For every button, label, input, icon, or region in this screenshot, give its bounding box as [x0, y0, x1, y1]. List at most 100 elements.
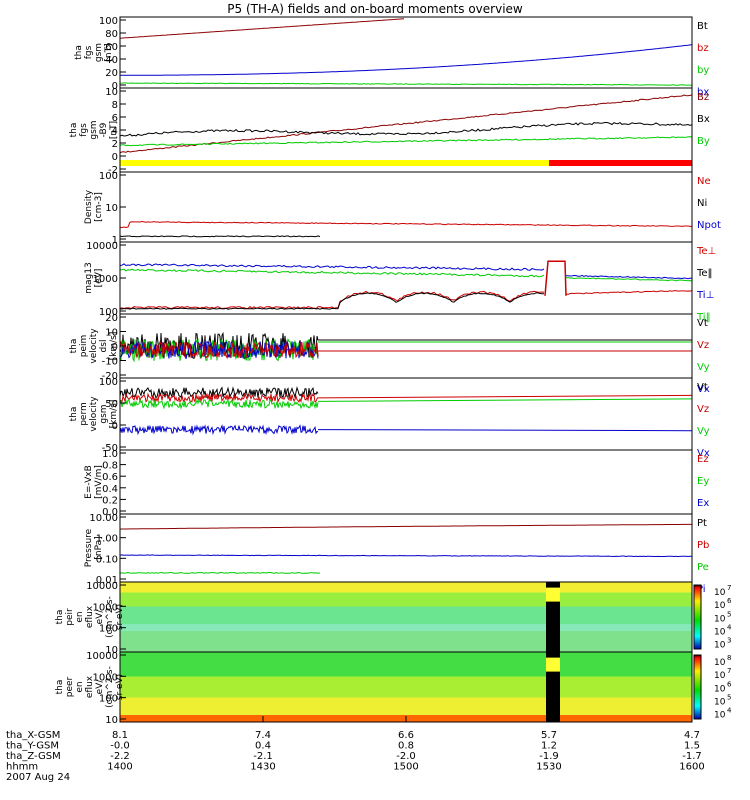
y-axis-label: velocity: [89, 396, 99, 432]
spectro-gap-band: [546, 657, 560, 672]
colorbar-exponent: 8: [727, 654, 731, 662]
y-tick-label: 0.2: [102, 495, 118, 506]
panel-frame: [119, 449, 693, 515]
y-axis-label: mag13: [84, 262, 94, 293]
y-axis-label: -B9: [99, 122, 109, 137]
x-tick-label: 1.5: [684, 741, 700, 752]
legend-entry: by: [697, 65, 709, 76]
legend-entry: Ti‖: [696, 312, 711, 323]
colorbar-exponent: 4: [727, 707, 732, 715]
y-tick-label: 4: [112, 126, 118, 137]
y-tick-label: 100: [99, 307, 118, 318]
y-tick-label: 1000: [93, 274, 118, 285]
spectro-band: [120, 582, 692, 593]
spectro-gap-band: [546, 587, 560, 602]
colorbar-base: 10: [714, 684, 726, 694]
ion-spectrogram: [120, 582, 692, 652]
x-tick-label: -1.7: [682, 751, 702, 762]
y-tick-label: 10: [105, 203, 118, 214]
legend-entry: bx: [697, 87, 709, 98]
y-tick-label: 60: [105, 42, 118, 53]
spectro-band: [120, 697, 692, 715]
y-tick-label: 0.10: [96, 554, 118, 565]
y-axis-label: gsm: [94, 43, 104, 62]
y-tick-label: 10: [105, 87, 118, 98]
y-axis-label: [km/s]: [109, 332, 119, 361]
x-row-label: tha_Z-GSM: [6, 751, 61, 762]
colorbar-exponent: 6: [727, 597, 732, 605]
electron-spectrogram: [120, 652, 692, 722]
y-tick-label: 0: [112, 421, 118, 432]
colorbar-exponent: 3: [727, 637, 731, 645]
colorbar-exponent: 6: [727, 680, 732, 688]
x-tick-label: 1430: [250, 762, 275, 773]
x-tick-label: 1500: [393, 762, 418, 773]
legend-entry: Vt: [697, 382, 708, 393]
y-axis-label: peim: [79, 335, 89, 358]
y-tick-label: 0: [112, 152, 118, 163]
y-axis-label: fgs: [79, 123, 89, 137]
ni-series: [119, 235, 321, 238]
y-tick-label: 40: [105, 55, 118, 66]
x-row-label: tha_X-GSM: [6, 730, 60, 741]
x-row-label: tha_Y-GSM: [6, 741, 59, 752]
y-tick-label: 100: [99, 171, 118, 182]
colorbar-exponent: 4: [727, 624, 732, 632]
y-axis-label: tha: [69, 339, 79, 354]
y-tick-label: 80: [105, 29, 118, 40]
colorbar-base: 10: [714, 641, 726, 651]
y-tick-label: 10000: [86, 581, 118, 592]
pi-series: [119, 554, 692, 558]
panel-frame: [119, 87, 693, 173]
y-tick-label: 100: [99, 694, 118, 705]
x-tick-label: -2.0: [396, 751, 416, 762]
x-tick-label: 7.4: [255, 730, 271, 741]
y-axis-label: perm: [79, 402, 89, 426]
legend-entry: Vt: [697, 318, 708, 329]
vz-series: [119, 340, 319, 360]
y-tick-label: 0.01: [96, 575, 118, 586]
y-axis-label: tha: [74, 45, 84, 60]
x-tick-label: -2.1: [253, 751, 273, 762]
legend-entry: Vy: [697, 426, 710, 437]
y-tick-label: -2: [108, 165, 118, 176]
legend-entry: Ez: [697, 454, 709, 465]
y-tick-label: 8: [112, 100, 118, 111]
y-axis-label: peir: [65, 608, 75, 626]
x-row-label: hhmm: [6, 762, 38, 773]
colorbar-base: 10: [714, 601, 726, 611]
panel-frame: [119, 16, 693, 89]
bz-series: [119, 94, 693, 154]
y-axis-label: (cm^2-s-: [105, 596, 115, 638]
y-axis-label: velocity: [89, 328, 99, 364]
y-tick-label: 10: [105, 645, 118, 656]
tiperp-series: [119, 263, 545, 271]
legend-entry: Ne: [697, 176, 711, 187]
y-tick-label: 100: [99, 16, 118, 27]
y-tick-label: 10000: [86, 241, 118, 252]
colorbar-base: 10: [714, 711, 726, 721]
x-tick-label: 4.7: [684, 730, 700, 741]
status-bar-red: [549, 160, 692, 166]
y-axis-label: gsm: [89, 120, 99, 139]
legend-entry: By: [697, 136, 710, 147]
y-tick-label: 10: [105, 328, 118, 339]
y-axis-label: (cm^2-s-: [105, 666, 115, 708]
panel-frame: [119, 171, 693, 243]
y-tick-label: 2: [112, 139, 118, 150]
y-axis-label: tha: [55, 680, 65, 695]
status-bar-yellow: [120, 160, 549, 166]
by-series: [119, 82, 693, 86]
y-tick-label: 100: [99, 624, 118, 635]
x-tick-label: 6.6: [398, 730, 414, 741]
y-tick-label: 0.8: [102, 461, 118, 472]
teperp-series: [119, 290, 545, 310]
y-tick-label: 10: [105, 715, 118, 726]
vx-series: [119, 340, 319, 360]
legend-entry: Ex: [697, 498, 709, 509]
legend-entry: Vx: [697, 448, 710, 459]
y-axis-label: gsm: [99, 404, 109, 423]
y-axis-label: en: [75, 611, 85, 622]
y-tick-label: 1.0: [102, 449, 118, 460]
